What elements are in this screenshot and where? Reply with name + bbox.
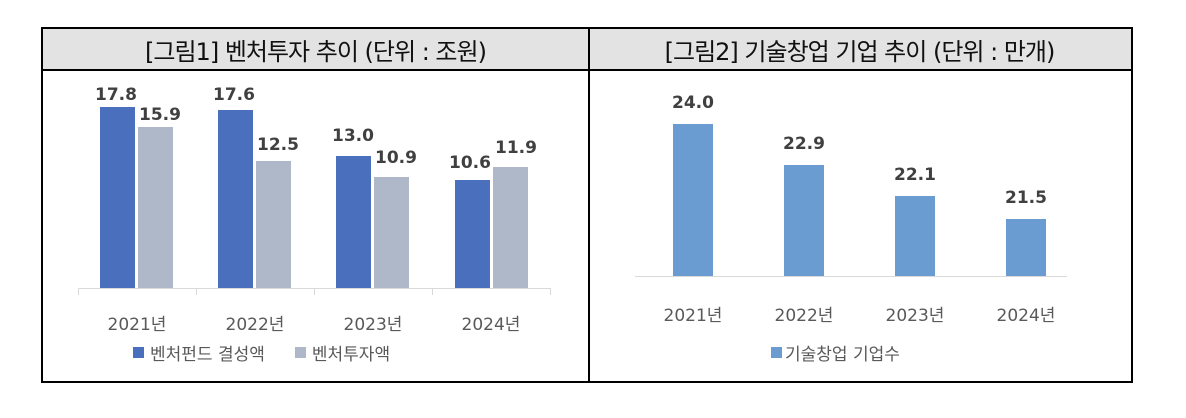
figure1-title: [그림1] 벤처투자 추이 (단위 : 조원) xyxy=(43,29,588,71)
figure-table: [그림1] 벤처투자 추이 (단위 : 조원) [그림2] 기술창업 기업 추이… xyxy=(41,27,1133,383)
legend-label-invest: 벤처투자액 xyxy=(311,345,391,365)
label-fund-2021: 17.8 xyxy=(95,85,137,105)
label-startup-2022: 22.9 xyxy=(783,134,825,154)
bar-invest-2023 xyxy=(374,177,409,288)
bar-fund-2023 xyxy=(336,156,371,288)
x-label-2021: 2021년 xyxy=(663,306,723,326)
bar-startup-2021 xyxy=(673,124,713,276)
bar-invest-2022 xyxy=(256,161,291,288)
bar-invest-2024 xyxy=(493,167,528,288)
x-label-2024: 2024년 xyxy=(996,306,1056,326)
bar-startup-2023 xyxy=(895,196,935,276)
x-label-2023: 2023년 xyxy=(343,315,403,335)
bar-fund-2024 xyxy=(455,180,490,288)
label-invest-2022: 12.5 xyxy=(257,135,299,155)
x-label-2021: 2021년 xyxy=(107,315,167,335)
legend-swatch-startup xyxy=(771,347,782,358)
figure2-legend: 기술창업 기업수 xyxy=(771,340,900,365)
label-invest-2023: 10.9 xyxy=(375,148,417,168)
x-label-2022: 2022년 xyxy=(225,315,285,335)
x-axis-tick xyxy=(314,288,315,295)
x-axis-tick xyxy=(78,288,79,295)
label-startup-2023: 22.1 xyxy=(894,165,936,185)
label-startup-2024: 21.5 xyxy=(1005,188,1047,208)
x-axis-tick xyxy=(196,288,197,295)
label-fund-2024: 10.6 xyxy=(449,153,491,173)
label-startup-2021: 24.0 xyxy=(672,93,714,113)
x-axis-tick xyxy=(432,288,433,295)
bar-fund-2021 xyxy=(100,107,135,288)
label-fund-2023: 13.0 xyxy=(332,126,374,146)
x-label-2022: 2022년 xyxy=(774,306,834,326)
label-fund-2022: 17.6 xyxy=(213,85,255,105)
legend-swatch-invest xyxy=(294,347,306,358)
x-axis-line xyxy=(635,276,1067,277)
column-divider xyxy=(588,29,590,381)
x-label-2024: 2024년 xyxy=(461,315,521,335)
figure2-title: [그림2] 기술창업 기업 추이 (단위 : 만개) xyxy=(588,29,1131,71)
x-axis-tick xyxy=(550,288,551,295)
legend-label-fund: 벤처펀드 결성액 xyxy=(150,345,265,365)
bar-startup-2022 xyxy=(784,165,824,276)
label-invest-2021: 15.9 xyxy=(139,105,181,125)
label-invest-2024: 11.9 xyxy=(495,138,537,158)
bar-invest-2021 xyxy=(138,127,173,288)
figure1-legend: 벤처펀드 결성액 벤처투자액 xyxy=(133,340,390,365)
legend-swatch-fund xyxy=(133,347,144,358)
legend-label-startup: 기술창업 기업수 xyxy=(785,345,900,365)
bar-fund-2022 xyxy=(218,110,253,288)
bar-startup-2024 xyxy=(1006,219,1046,276)
x-label-2023: 2023년 xyxy=(885,306,945,326)
